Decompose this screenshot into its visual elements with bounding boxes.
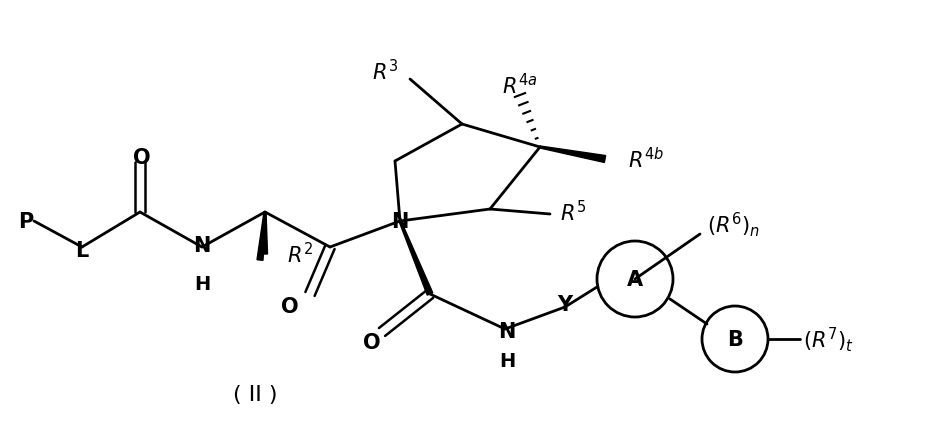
- Text: L: L: [75, 240, 89, 261]
- Text: A: A: [626, 269, 642, 290]
- Text: O: O: [363, 332, 380, 352]
- Polygon shape: [539, 147, 605, 163]
- Text: $R^2$: $R^2$: [286, 242, 313, 267]
- Text: P: P: [19, 212, 34, 231]
- Text: B: B: [726, 329, 742, 349]
- Text: ( II ): ( II ): [232, 384, 277, 404]
- Text: N: N: [391, 212, 408, 231]
- Text: O: O: [133, 148, 151, 168]
- Text: $R^{4b}$: $R^{4b}$: [627, 147, 664, 172]
- Polygon shape: [399, 221, 432, 296]
- Text: N: N: [193, 236, 211, 255]
- Text: $R^{4a}$: $R^{4a}$: [502, 73, 537, 99]
- Text: $(R^7)_t$: $(R^7)_t$: [802, 325, 853, 353]
- Text: H: H: [498, 352, 515, 371]
- Polygon shape: [256, 212, 266, 261]
- Text: Y: Y: [557, 294, 572, 314]
- Polygon shape: [262, 212, 267, 254]
- Text: $(R^6)_n$: $(R^6)_n$: [707, 210, 759, 239]
- Text: H: H: [194, 275, 210, 294]
- Text: $R^3$: $R^3$: [372, 59, 398, 85]
- Text: $R^5$: $R^5$: [560, 200, 585, 225]
- Text: O: O: [281, 297, 299, 316]
- Text: N: N: [498, 321, 515, 341]
